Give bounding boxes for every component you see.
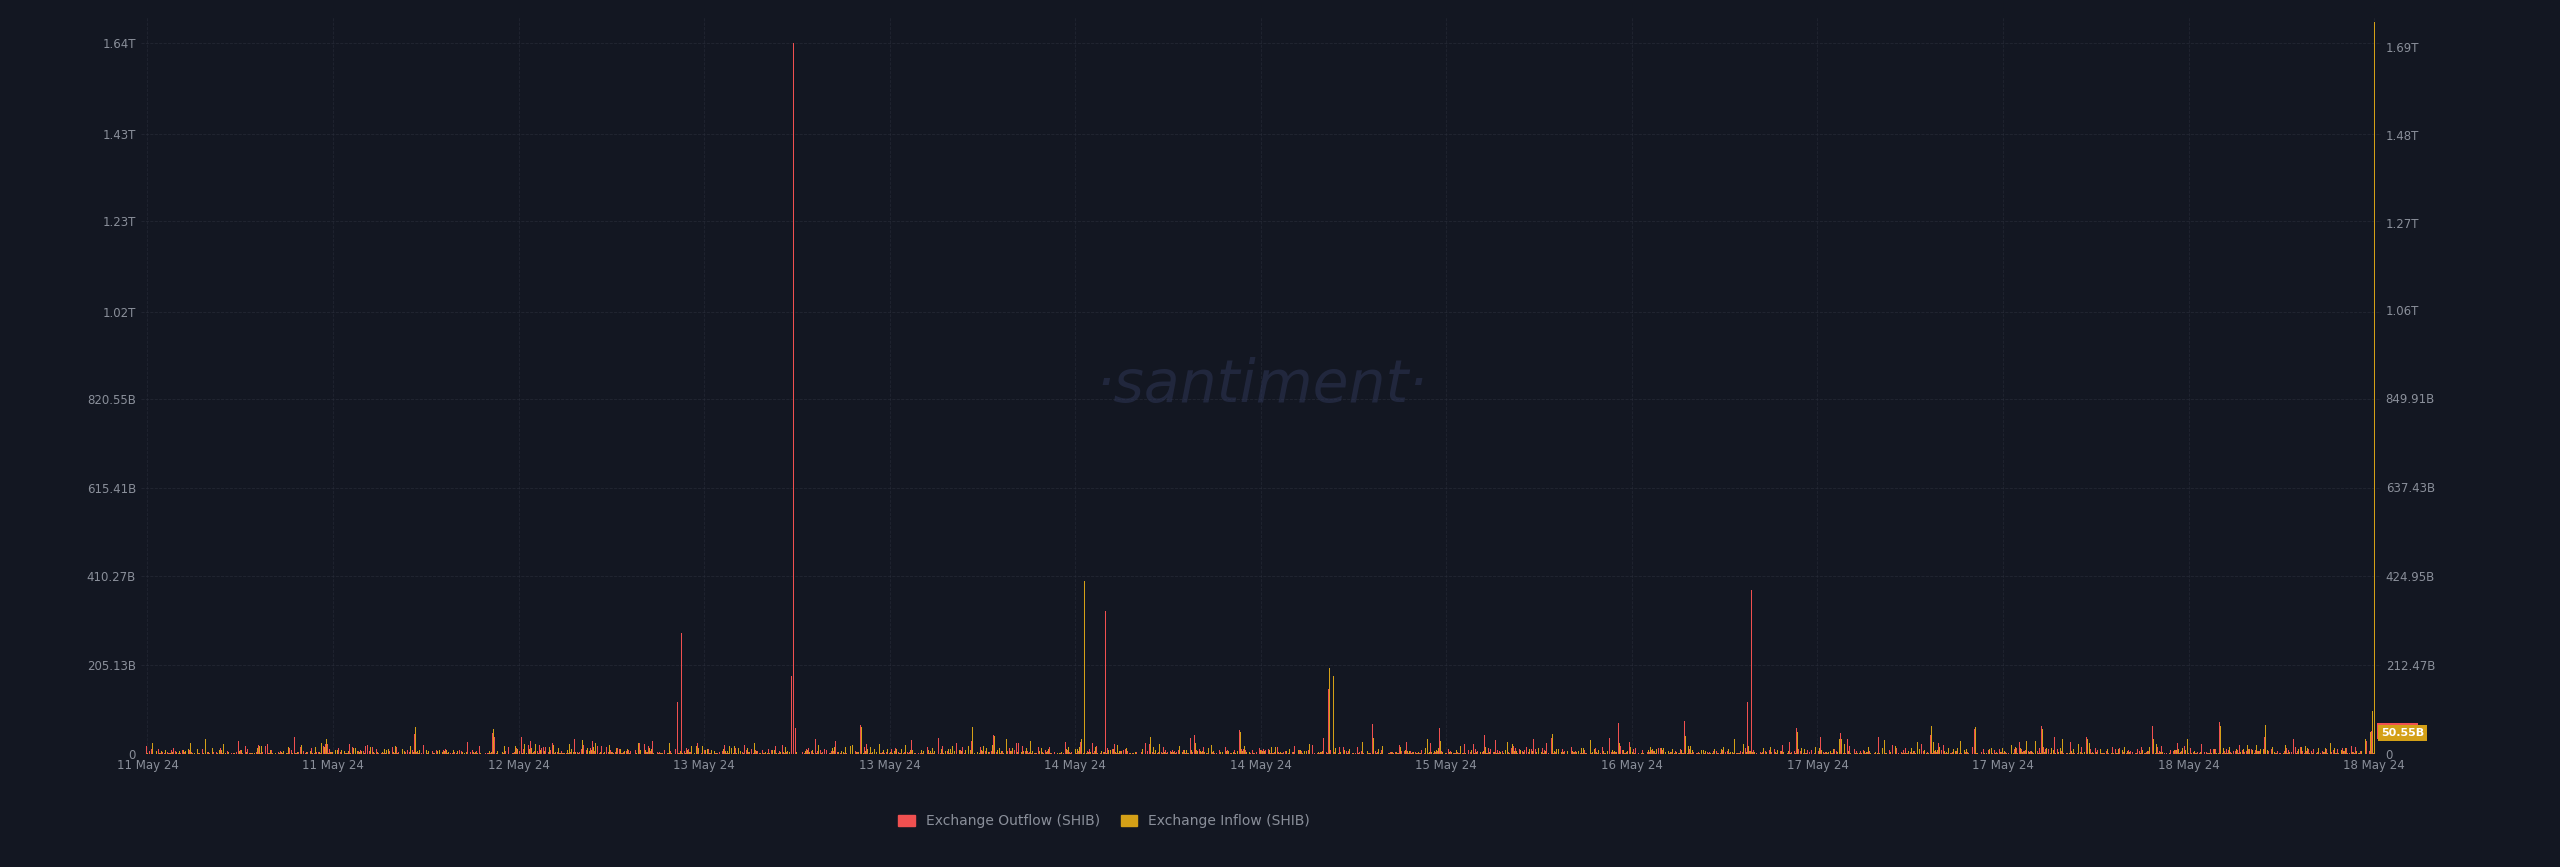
Legend: Exchange Outflow (SHIB), Exchange Inflow (SHIB): Exchange Outflow (SHIB), Exchange Inflow… bbox=[899, 814, 1311, 828]
Text: 53.2B: 53.2B bbox=[2381, 727, 2414, 736]
Text: ·santiment·: ·santiment· bbox=[1096, 357, 1426, 414]
Text: 50.55B: 50.55B bbox=[2381, 728, 2424, 738]
